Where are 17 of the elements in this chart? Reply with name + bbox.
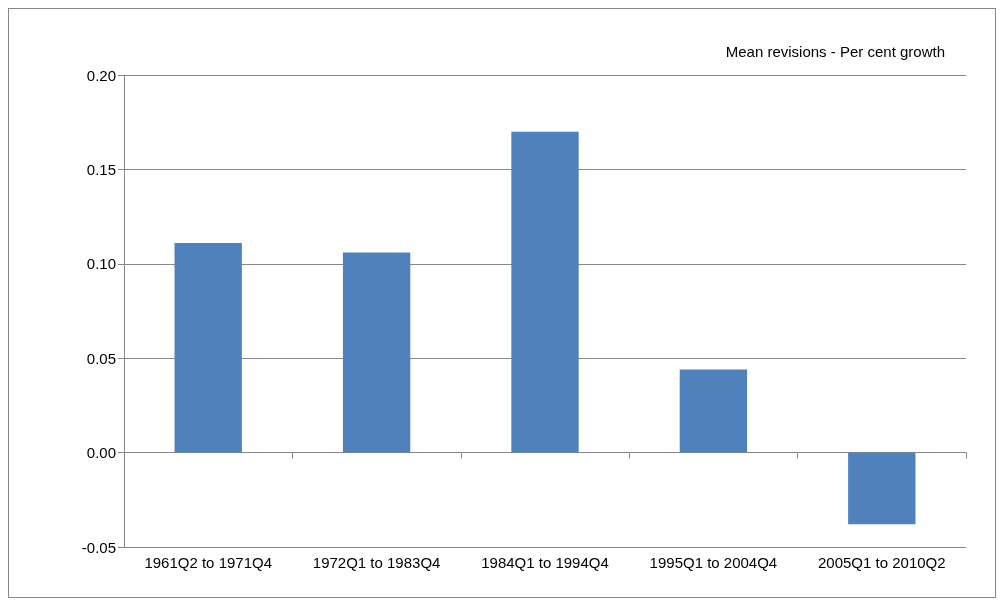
chart-title: Mean revisions - Per cent growth	[725, 43, 946, 60]
y-tick-label: 0.05	[86, 349, 116, 367]
x-tick-label: 1972Q1 to 1983Q4	[312, 554, 441, 571]
y-tick-label: 0.00	[86, 444, 116, 462]
bar	[679, 369, 748, 453]
x-tick-label: 2005Q1 to 2010Q2	[818, 554, 946, 571]
y-tick-label: 0.20	[86, 66, 116, 84]
bar	[511, 131, 579, 453]
y-tick-label: -0.05	[81, 538, 116, 556]
bar	[342, 252, 411, 453]
x-tick-label: 1995Q1 to 2004Q4	[649, 554, 778, 571]
bar	[174, 243, 242, 453]
y-tick-label: 0.10	[86, 255, 116, 273]
x-tick-label: 1984Q1 to 1994Q4	[481, 554, 609, 571]
x-tick-label: 1961Q2 to 1971Q4	[144, 554, 272, 571]
bar	[848, 452, 916, 525]
y-tick-label: 0.15	[86, 160, 116, 178]
